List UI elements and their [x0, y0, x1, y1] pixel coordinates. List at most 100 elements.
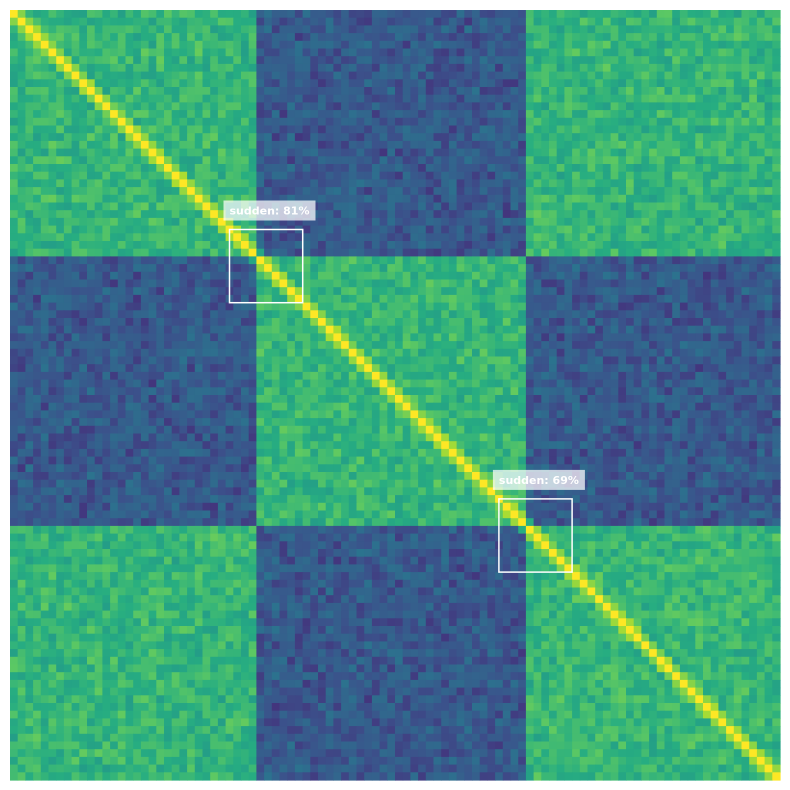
heatmap-cell [25, 341, 33, 349]
heatmap-cell [403, 303, 411, 311]
heatmap-cell [249, 287, 257, 295]
heatmap-cell [634, 18, 642, 26]
heatmap-cell [218, 264, 226, 272]
heatmap-cell [333, 141, 341, 149]
heatmap-cell [734, 25, 742, 33]
heatmap-cell [742, 156, 750, 164]
heatmap-cell [626, 326, 634, 334]
heatmap-cell [141, 72, 149, 80]
heatmap-cell [195, 333, 203, 341]
heatmap-cell [79, 64, 87, 72]
heatmap-cell [349, 156, 357, 164]
heatmap-cell [703, 118, 711, 126]
heatmap-cell [564, 341, 572, 349]
heatmap-cell [541, 272, 549, 280]
heatmap-cell [10, 310, 18, 318]
heatmap-cell [256, 241, 264, 249]
heatmap-cell [418, 226, 426, 234]
heatmap-cell [618, 179, 626, 187]
heatmap-cell [749, 95, 757, 103]
heatmap-cell [41, 387, 49, 395]
heatmap-cell [518, 64, 526, 72]
heatmap-cell [79, 72, 87, 80]
heatmap-cell [457, 187, 465, 195]
heatmap-cell [603, 256, 611, 264]
heatmap-cell [318, 249, 326, 257]
heatmap-cell [395, 203, 403, 211]
heatmap-cell [133, 33, 141, 41]
heatmap-cell [495, 318, 503, 326]
heatmap-cell [557, 287, 565, 295]
heatmap-cell [95, 133, 103, 141]
heatmap-cell [187, 241, 195, 249]
heatmap-cell [149, 164, 157, 172]
heatmap-cell [772, 256, 780, 264]
heatmap-cell [64, 264, 72, 272]
heatmap-cell [303, 341, 311, 349]
heatmap-cell [256, 95, 264, 103]
heatmap-cell [79, 264, 87, 272]
heatmap-cell [726, 333, 734, 341]
heatmap-cell [249, 18, 257, 26]
heatmap-cell [102, 133, 110, 141]
heatmap-cell [249, 380, 257, 388]
heatmap-cell [226, 10, 234, 18]
heatmap-cell [480, 256, 488, 264]
heatmap-cell [464, 280, 472, 288]
heatmap-cell [318, 156, 326, 164]
heatmap-cell [742, 33, 750, 41]
heatmap-cell [595, 326, 603, 334]
heatmap-cell [41, 226, 49, 234]
heatmap-cell [418, 41, 426, 49]
heatmap-cell [187, 326, 195, 334]
heatmap-cell [711, 172, 719, 180]
heatmap-cell [549, 349, 557, 357]
heatmap-cell [218, 56, 226, 64]
heatmap-cell [403, 126, 411, 134]
heatmap-cell [372, 287, 380, 295]
heatmap-cell [18, 126, 26, 134]
heatmap-cell [126, 364, 134, 372]
heatmap-cell [126, 126, 134, 134]
heatmap-cell [641, 387, 649, 395]
heatmap-cell [280, 64, 288, 72]
heatmap-cell [187, 380, 195, 388]
heatmap-cell [726, 118, 734, 126]
heatmap-cell [333, 380, 341, 388]
heatmap-cell [572, 264, 580, 272]
heatmap-cell [33, 156, 41, 164]
heatmap-cell [564, 79, 572, 87]
heatmap-cell [726, 10, 734, 18]
heatmap-cell [557, 364, 565, 372]
heatmap-cell [495, 349, 503, 357]
heatmap-cell [572, 49, 580, 57]
heatmap-cell [249, 280, 257, 288]
heatmap-cell [765, 287, 773, 295]
heatmap-cell [295, 33, 303, 41]
heatmap-cell [611, 195, 619, 203]
heatmap-cell [241, 303, 249, 311]
heatmap-cell [87, 303, 95, 311]
heatmap-cell [72, 149, 80, 157]
heatmap-cell [495, 380, 503, 388]
heatmap-cell [511, 133, 519, 141]
heatmap-cell [726, 318, 734, 326]
heatmap-cell [572, 380, 580, 388]
heatmap-cell [503, 226, 511, 234]
heatmap-cell [164, 156, 172, 164]
heatmap-cell [626, 33, 634, 41]
heatmap-cell [580, 280, 588, 288]
heatmap-cell [133, 110, 141, 118]
heatmap-cell [256, 102, 264, 110]
heatmap-cell [272, 349, 280, 357]
heatmap-cell [33, 226, 41, 234]
heatmap-cell [487, 280, 495, 288]
heatmap-cell [380, 33, 388, 41]
heatmap-cell [464, 187, 472, 195]
heatmap-cell [387, 149, 395, 157]
heatmap-cell [72, 303, 80, 311]
heatmap-cell [403, 87, 411, 95]
heatmap-cell [149, 295, 157, 303]
heatmap-cell [711, 203, 719, 211]
heatmap-cell [441, 326, 449, 334]
